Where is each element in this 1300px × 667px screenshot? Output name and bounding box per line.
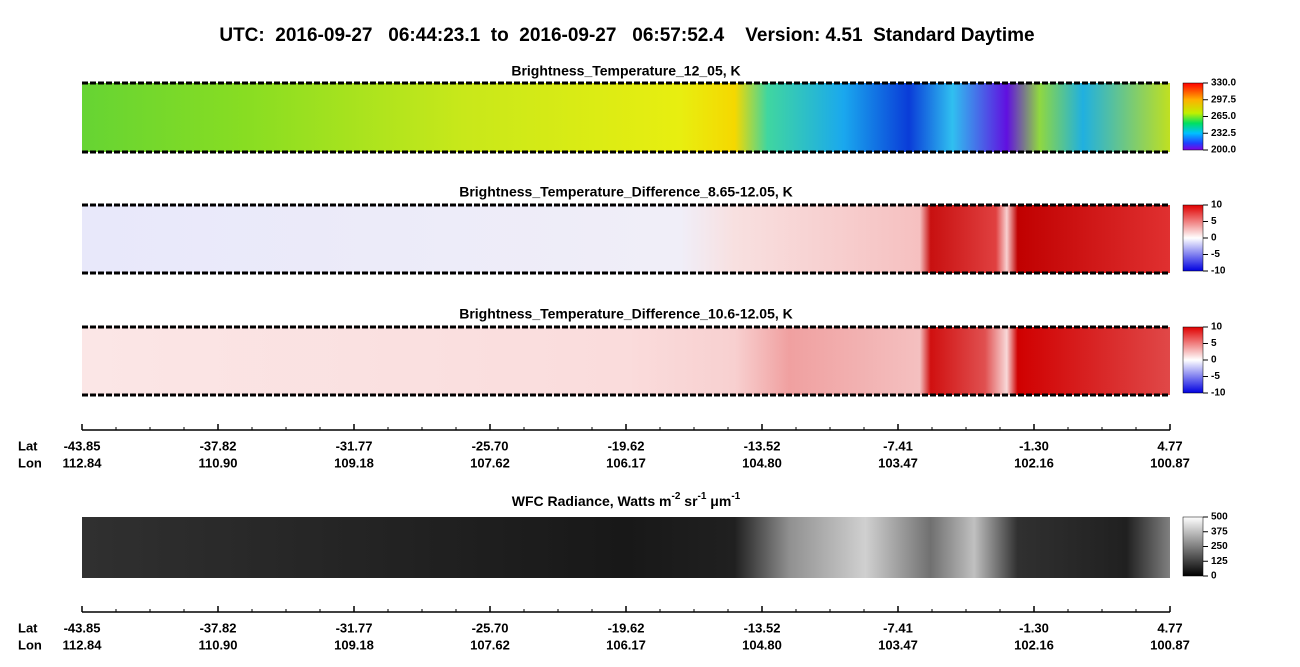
- lon-value: 110.90: [198, 455, 237, 470]
- colorbar-label: 5: [1211, 338, 1217, 349]
- colorbar: [1182, 516, 1204, 577]
- lon-value: 112.84: [62, 637, 102, 652]
- lat-value: -1.30: [1019, 620, 1049, 635]
- lon-value: 107.62: [470, 455, 510, 470]
- colorbar-label: 265.0: [1211, 111, 1236, 122]
- lon-value: 100.87: [1150, 637, 1190, 652]
- lat-label: Lat: [18, 620, 38, 635]
- colorbar-label: 5: [1211, 216, 1217, 227]
- title-part: WFC Radiance, Watts m: [512, 493, 672, 509]
- panel-title: Brightness_Temperature_12_05, K: [511, 63, 740, 79]
- colorbar-label: 200.0: [1211, 145, 1236, 156]
- image-strip: [82, 83, 1170, 152]
- panel-title: WFC Radiance, Watts m-2 sr-1 μm-1: [512, 491, 741, 509]
- lat-value: -25.70: [472, 620, 509, 635]
- lon-value: 104.80: [742, 637, 782, 652]
- lon-value: 106.17: [606, 455, 646, 470]
- colorbar-label: 125: [1211, 556, 1228, 567]
- lat-value: -7.41: [883, 438, 913, 453]
- image-strip: [82, 517, 1170, 578]
- lon-label: Lon: [18, 455, 42, 470]
- lon-label: Lon: [18, 637, 42, 652]
- colorbar: [1182, 82, 1204, 151]
- lat-value: -13.52: [744, 620, 781, 635]
- lat-value: -37.82: [200, 620, 237, 635]
- lon-value: 109.18: [334, 637, 374, 652]
- lat-value: -43.85: [64, 438, 101, 453]
- colorbar-label: -10: [1211, 266, 1226, 277]
- lon-value: 102.16: [1014, 637, 1054, 652]
- lon-value: 110.90: [198, 637, 237, 652]
- colorbar-label: -5: [1211, 371, 1220, 382]
- panel-title: Brightness_Temperature_Difference_10.6-1…: [459, 306, 793, 322]
- lon-value: 102.16: [1014, 455, 1054, 470]
- colorbar-label: -10: [1211, 388, 1226, 399]
- superscript: -1: [698, 491, 707, 502]
- lat-value: -31.77: [336, 620, 373, 635]
- lat-label: Lat: [18, 438, 38, 453]
- title-part: sr: [680, 493, 698, 509]
- lon-value: 104.80: [742, 455, 782, 470]
- lon-value: 103.47: [878, 637, 918, 652]
- colorbar: [1182, 204, 1204, 272]
- lon-value: 112.84: [62, 455, 102, 470]
- title-part: μm: [706, 493, 731, 509]
- colorbar: [1182, 326, 1204, 394]
- lat-value: -37.82: [200, 438, 237, 453]
- colorbar-label: 0: [1211, 571, 1217, 582]
- lat-value: -19.62: [608, 438, 645, 453]
- colorbar-label: 500: [1211, 512, 1228, 523]
- lat-value: -1.30: [1019, 438, 1049, 453]
- colorbar-label: 232.5: [1211, 128, 1236, 139]
- lat-value: -43.85: [64, 620, 101, 635]
- lon-value: 106.17: [606, 637, 646, 652]
- lat-value: 4.77: [1157, 438, 1182, 453]
- lon-value: 103.47: [878, 455, 918, 470]
- colorbar-label: 250: [1211, 541, 1228, 552]
- colorbar-label: 375: [1211, 526, 1228, 537]
- lon-value: 100.87: [1150, 455, 1190, 470]
- lon-value: 109.18: [334, 455, 374, 470]
- page-title: UTC: 2016-09-27 06:44:23.1 to 2016-09-27…: [219, 25, 1034, 46]
- superscript: -1: [731, 491, 740, 502]
- image-strip: [82, 205, 1170, 273]
- lat-value: -13.52: [744, 438, 781, 453]
- colorbar-label: 10: [1211, 322, 1223, 333]
- colorbar-label: -5: [1211, 249, 1220, 260]
- lat-value: -31.77: [336, 438, 373, 453]
- colorbar-label: 0: [1211, 355, 1217, 366]
- lat-value: -25.70: [472, 438, 509, 453]
- colorbar-label: 297.5: [1211, 94, 1236, 105]
- superscript: -2: [671, 491, 680, 502]
- lat-value: -19.62: [608, 620, 645, 635]
- panel-title: Brightness_Temperature_Difference_8.65-1…: [459, 184, 793, 200]
- colorbar-label: 10: [1211, 200, 1223, 211]
- image-strip: [82, 327, 1170, 395]
- colorbar-label: 330.0: [1211, 78, 1236, 89]
- lon-value: 107.62: [470, 637, 510, 652]
- colorbar-label: 0: [1211, 233, 1217, 244]
- lat-value: 4.77: [1157, 620, 1182, 635]
- lat-value: -7.41: [883, 620, 913, 635]
